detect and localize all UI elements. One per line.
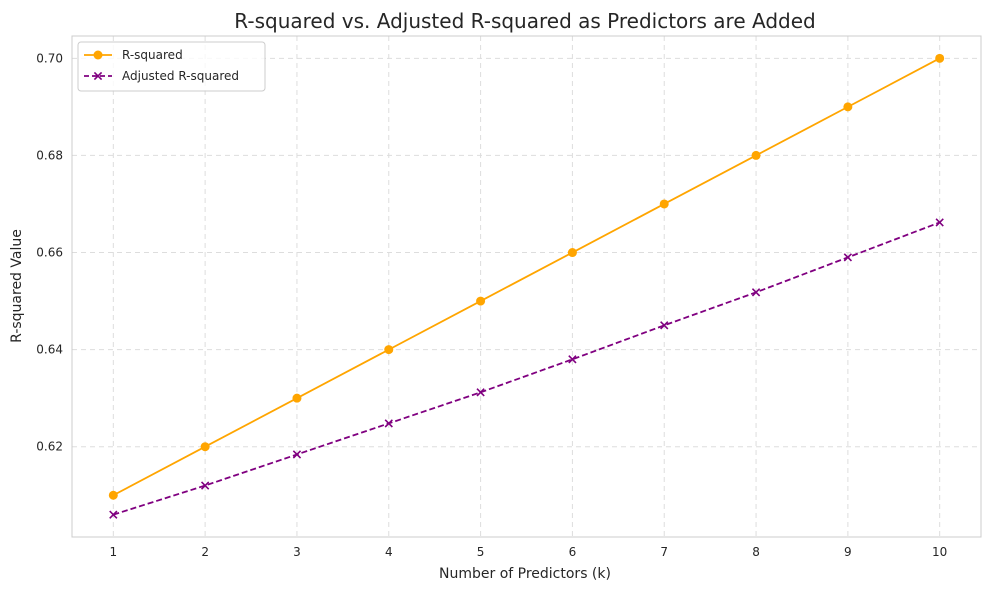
x-tick-label: 7 bbox=[660, 545, 668, 559]
data-point bbox=[292, 393, 302, 403]
series-0 bbox=[108, 53, 945, 500]
x-axis-title: Number of Predictors (k) bbox=[439, 566, 611, 582]
x-tick-label: 6 bbox=[569, 545, 577, 559]
data-point bbox=[935, 53, 945, 63]
data-point bbox=[751, 150, 761, 160]
data-point bbox=[384, 345, 394, 355]
legend-label: Adjusted R-squared bbox=[122, 69, 239, 83]
data-point bbox=[292, 450, 302, 459]
data-point bbox=[568, 355, 577, 364]
series-1 bbox=[109, 218, 944, 519]
plot-area-frame bbox=[71, 35, 982, 538]
legend: R-squared Adjusted R-squared bbox=[77, 41, 266, 92]
y-tick-label: 0.64 bbox=[36, 343, 63, 357]
y-tick-label: 0.66 bbox=[36, 246, 63, 260]
series-layer bbox=[108, 53, 945, 519]
data-point bbox=[476, 388, 485, 397]
data-point bbox=[109, 510, 118, 519]
data-point bbox=[567, 248, 577, 258]
legend-label: R-squared bbox=[122, 48, 183, 62]
x-tick-label: 3 bbox=[293, 545, 301, 559]
data-point bbox=[108, 490, 118, 500]
series-line bbox=[113, 221, 941, 516]
x-tick-label: 2 bbox=[201, 545, 209, 559]
series-line bbox=[112, 57, 941, 497]
y-tick-label: 0.68 bbox=[36, 148, 63, 162]
x-tick-label: 8 bbox=[752, 545, 760, 559]
x-axis-ticks: 1 2 3 4 5 6 7 8 9 10 bbox=[109, 545, 947, 559]
chart-title: R-squared vs. Adjusted R-squared as Pred… bbox=[234, 9, 815, 33]
data-point bbox=[751, 288, 761, 297]
data-point bbox=[843, 253, 853, 262]
y-tick-label: 0.62 bbox=[36, 440, 63, 454]
y-axis-ticks: 0.62 0.64 0.66 0.68 0.70 bbox=[36, 51, 63, 453]
data-point bbox=[476, 296, 486, 306]
x-tick-label: 5 bbox=[477, 545, 485, 559]
data-point bbox=[200, 481, 210, 490]
y-tick-label: 0.70 bbox=[36, 51, 63, 65]
data-point bbox=[935, 218, 944, 227]
legend-marker bbox=[93, 71, 103, 81]
x-tick-label: 9 bbox=[844, 545, 852, 559]
legend-box bbox=[77, 41, 266, 92]
data-point bbox=[843, 102, 853, 112]
data-point bbox=[660, 321, 669, 330]
x-tick-label: 4 bbox=[385, 545, 393, 559]
legend-marker bbox=[93, 50, 103, 60]
x-tick-label: 1 bbox=[109, 545, 117, 559]
x-tick-label: 10 bbox=[932, 545, 947, 559]
y-axis-title: R-squared Value bbox=[9, 229, 25, 343]
data-point bbox=[384, 419, 393, 428]
data-point bbox=[659, 199, 669, 209]
grid bbox=[72, 36, 981, 537]
data-point bbox=[200, 442, 210, 452]
